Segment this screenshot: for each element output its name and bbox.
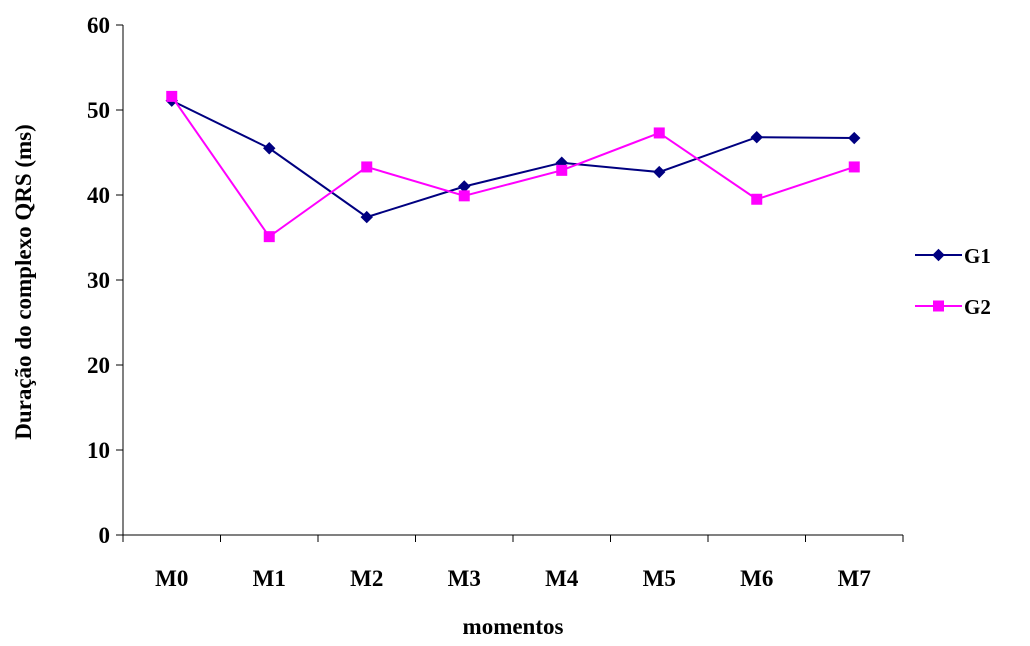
x-tick-label: M2 [350,566,383,591]
data-point-g2 [556,164,568,176]
data-point-g2 [361,161,373,173]
x-tick-label: M6 [740,566,773,591]
legend-label: G2 [964,295,991,319]
data-point-g2 [848,161,860,173]
series-layer [165,90,861,243]
x-axis-title: momentos [463,614,564,639]
legend: G1 G2 [915,244,991,319]
series-line-g2 [170,95,855,239]
series-line-g1 [171,99,855,219]
legend-item-g2: G2 [915,295,991,319]
data-point-g1 [750,130,763,144]
data-point-g2 [166,90,178,102]
data-point-g2 [458,190,470,202]
y-tick-label: 10 [87,438,110,463]
x-tick-label: M1 [253,566,286,591]
axes: 0 10 20 30 40 50 60 M0 M1 M2 M3 M4 M5 M6 M7 [87,13,904,591]
legend-marker [933,300,944,312]
data-point-g1 [360,210,373,224]
legend-marker [932,248,945,262]
x-tick-label: M4 [545,566,579,591]
legend-label: G1 [964,244,991,268]
y-tick-label: 30 [87,268,110,293]
x-tick-label: M7 [838,566,871,591]
y-tick-label: 0 [99,523,111,548]
x-tick-label: M0 [155,566,188,591]
data-point-g2 [751,193,763,205]
legend-item-g1: G1 [915,244,991,268]
data-point-g2 [263,231,275,243]
x-tick-label: M3 [448,566,481,591]
data-point-g1 [653,165,666,179]
data-point-g1 [848,131,861,145]
y-tick-label: 20 [87,353,110,378]
y-axis-title: Duração do complexo QRS (ms) [11,124,36,440]
data-point-g2 [653,127,665,139]
y-tick-label: 40 [87,183,110,208]
y-tick-label: 60 [87,13,110,38]
x-tick-label: M5 [643,566,676,591]
y-tick-label: 50 [87,98,110,123]
series-g2 [166,90,860,243]
data-point-g1 [263,142,276,155]
series-g1 [165,94,861,224]
